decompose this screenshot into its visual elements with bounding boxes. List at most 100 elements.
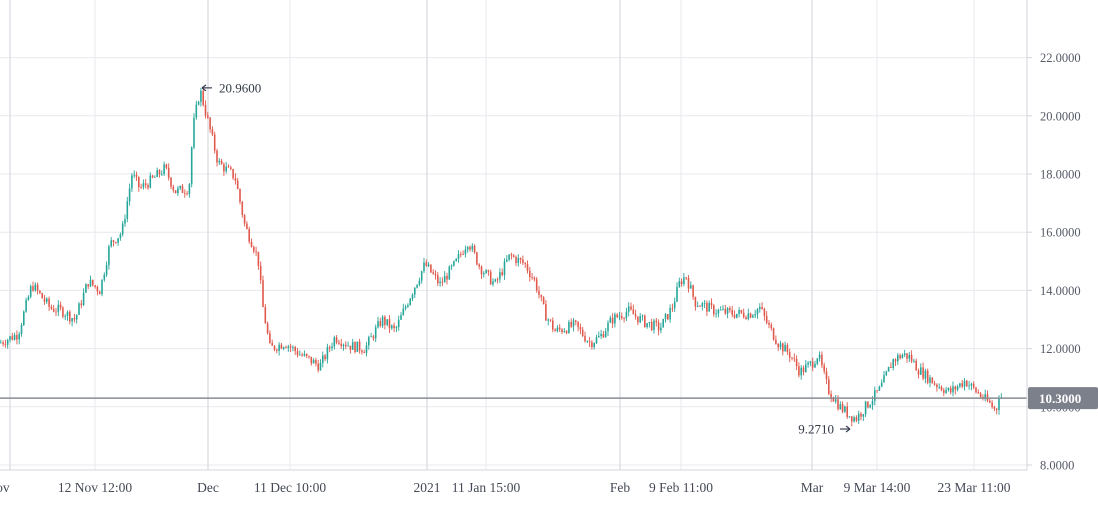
candle-up (448, 265, 451, 280)
candle-body (604, 331, 607, 338)
candle-down (731, 305, 733, 318)
candle-up (752, 313, 754, 318)
candle-up (23, 310, 25, 326)
candle-down (931, 377, 934, 384)
candle-down (940, 385, 943, 392)
candle-body (611, 317, 614, 324)
candle-body (425, 262, 428, 266)
candle-up (648, 321, 651, 328)
candle-up (407, 303, 409, 309)
candle-up (455, 258, 457, 262)
candle-down (910, 350, 913, 364)
candle-body (908, 354, 911, 359)
candle-body (710, 302, 713, 306)
candle-down (257, 251, 260, 270)
candle-down (579, 323, 582, 335)
candle-down (460, 251, 462, 258)
candle-down (894, 358, 897, 366)
candle-body (742, 312, 745, 318)
candle-body (0, 342, 2, 344)
candle-body (473, 245, 476, 253)
candle-up (506, 255, 508, 263)
candle-body (4, 344, 7, 345)
candle-body (294, 347, 296, 352)
candle-up (282, 346, 285, 351)
candle-body (23, 311, 25, 326)
candle-down (630, 302, 632, 311)
candle-body (351, 342, 354, 350)
candle-down (243, 214, 246, 227)
candle-body (195, 104, 198, 118)
candle-body (759, 306, 761, 310)
candle-body (388, 319, 391, 329)
candle-body (522, 259, 524, 263)
candle-up (883, 370, 885, 383)
x-tick-label: 9 Feb 11:00 (649, 480, 713, 495)
candle-up (568, 319, 570, 334)
candle-down (388, 315, 391, 334)
candle-down (570, 318, 572, 329)
candle-body (736, 313, 738, 318)
candle-down (775, 335, 777, 345)
candle-body (506, 259, 508, 262)
candle-body (322, 355, 324, 363)
candle-up (862, 413, 865, 422)
candle-down (749, 312, 752, 319)
candle-body (140, 187, 142, 188)
candle-down (542, 296, 545, 305)
candle-body (662, 318, 664, 328)
candle-body (197, 101, 200, 105)
candle-body (593, 343, 595, 348)
candle-down (167, 163, 170, 181)
candle-up (701, 301, 704, 311)
candle-body (637, 316, 639, 323)
candle-down (830, 390, 832, 403)
candle-body (897, 355, 899, 362)
candle-up (402, 303, 405, 316)
candle-body (494, 279, 497, 282)
candle-body (733, 314, 736, 318)
candle-body (218, 160, 221, 163)
candle-body (869, 405, 871, 408)
candle-up (119, 232, 122, 241)
candle-body (190, 147, 193, 185)
candle-body (680, 281, 683, 285)
candle-down (94, 284, 96, 289)
candle-body (701, 303, 704, 307)
candle-body (614, 314, 616, 324)
candle-down (685, 276, 687, 281)
candle-body (690, 285, 692, 289)
candle-up (333, 335, 336, 350)
candle-down (798, 362, 800, 378)
candle-body (395, 327, 398, 329)
candle-body (96, 286, 99, 292)
candle-up (117, 238, 119, 246)
candle-down (87, 284, 89, 290)
candle-up (717, 308, 720, 318)
candle-body (234, 178, 237, 181)
candle-down (16, 330, 18, 345)
candle-body (296, 351, 299, 356)
candle-down (993, 405, 996, 412)
candle-body (572, 320, 575, 327)
candle-up (418, 277, 421, 287)
candle-body (69, 311, 71, 322)
candle-down (977, 389, 980, 394)
candle-body (485, 270, 487, 274)
candle-body (639, 316, 641, 323)
y-tick-label: 8.0000 (1040, 459, 1074, 473)
candle-body (52, 308, 55, 312)
candle-down (860, 411, 862, 421)
candle-down (361, 349, 363, 355)
candle-body (18, 334, 20, 340)
candle-body (480, 266, 483, 275)
candle-up (103, 272, 106, 282)
candle-down (48, 296, 50, 311)
candle-down (995, 407, 998, 415)
candle-down (851, 416, 853, 427)
candle-down (899, 353, 901, 360)
candle-down (358, 338, 361, 354)
candle-body (609, 317, 612, 323)
